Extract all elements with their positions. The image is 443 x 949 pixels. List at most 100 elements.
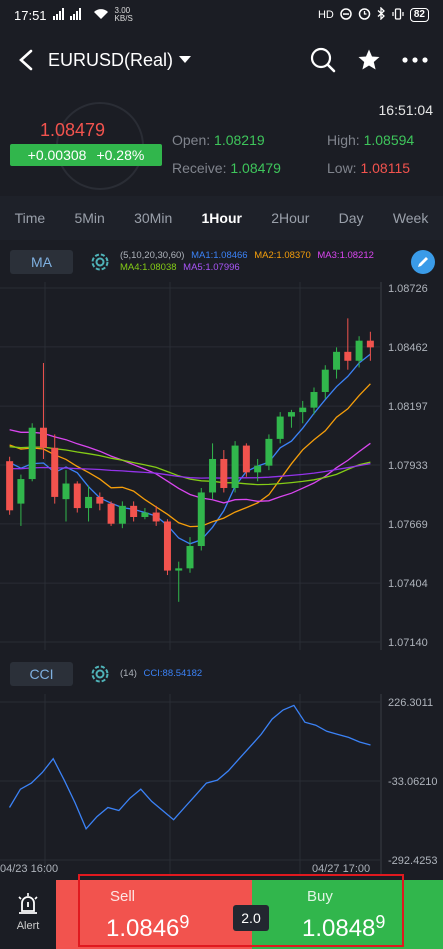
- alert-label: Alert: [16, 919, 40, 932]
- favorite-button[interactable]: [351, 42, 387, 78]
- candle-body: [39, 427, 47, 448]
- low-label: Low:: [327, 160, 357, 176]
- search-button[interactable]: [305, 42, 341, 78]
- tab-30min[interactable]: 30Min: [134, 210, 173, 226]
- cci-line: [8, 704, 371, 830]
- buy-price: 1.08489: [302, 912, 385, 943]
- cci-chart[interactable]: 226.3011 -33.06210 -292.4253 04/23 16:00 04/…: [0, 694, 443, 874]
- buy-button[interactable]: Buy 1.08489: [252, 880, 443, 949]
- candle-body: [163, 521, 171, 571]
- candle-body: [62, 483, 70, 500]
- candle-body: [17, 479, 25, 504]
- candle-body: [85, 496, 93, 509]
- quote-time: 16:51:04: [378, 102, 434, 118]
- open-value: 1.08219: [214, 132, 265, 148]
- ma-values: (5,10,20,30,60) MA1:1.08466 MA2:1.08370 …: [120, 250, 378, 274]
- cci-settings-button[interactable]: [86, 660, 114, 688]
- tab-1hour[interactable]: 1Hour: [201, 210, 242, 226]
- sell-button[interactable]: Sell 1.08469: [56, 880, 252, 949]
- low-value: 1.08115: [360, 160, 411, 176]
- candle: [355, 336, 363, 368]
- candle-body: [130, 505, 138, 518]
- candle: [51, 434, 59, 504]
- cci-button[interactable]: CCI: [10, 662, 73, 686]
- candle: [310, 387, 318, 415]
- candle-body: [355, 340, 363, 361]
- cci-indicator-bar: CCI (14) CCI:88.54182: [0, 654, 443, 694]
- ma-params: (5,10,20,30,60): [120, 250, 185, 261]
- x-tick-label: 04/27 17:00: [312, 863, 370, 874]
- candle: [321, 365, 329, 399]
- candle: [62, 470, 70, 522]
- tab-time[interactable]: Time: [14, 210, 46, 226]
- symbol-selector[interactable]: EURUSD(Real): [48, 49, 192, 71]
- y-tick-label: 1.08726: [388, 283, 428, 295]
- tab-5min[interactable]: 5Min: [74, 210, 105, 226]
- bluetooth-icon: [377, 6, 386, 23]
- candle-body: [209, 458, 217, 493]
- candle: [152, 505, 160, 526]
- candle-body: [321, 369, 329, 393]
- ma-settings-button[interactable]: [86, 248, 114, 276]
- candle: [85, 485, 93, 522]
- more-button[interactable]: [397, 42, 433, 78]
- caret-down-icon: [179, 56, 192, 63]
- buy-label: Buy: [307, 888, 333, 905]
- status-bar: 17:51 3.00 KB/S HD 82: [0, 0, 443, 30]
- candlestick-chart[interactable]: 1.08726 1.08462 1.08197 1.07933 1.07669 1.074…: [0, 282, 443, 650]
- candle: [265, 434, 273, 471]
- candle-body: [141, 512, 149, 518]
- candle: [39, 362, 47, 459]
- back-button[interactable]: [4, 38, 48, 82]
- candle-body: [152, 512, 160, 522]
- back-arrow-icon: [19, 49, 33, 71]
- tab-2hour[interactable]: 2Hour: [271, 210, 310, 226]
- x-tick-label: 04/23 16:00: [0, 863, 58, 874]
- candle-body: [242, 445, 250, 473]
- ma2-line: [9, 383, 371, 528]
- trade-bar: Alert Sell 1.08469 Buy 1.08489: [0, 874, 443, 949]
- draw-button[interactable]: [411, 250, 435, 274]
- candle-body: [254, 465, 262, 473]
- candle-body: [107, 503, 115, 524]
- ma3-line: [9, 429, 371, 504]
- price-change-percent: +0.28%: [96, 147, 145, 163]
- receive-label: Receive:: [172, 160, 227, 176]
- price-change: +0.00308: [27, 147, 87, 163]
- sell-price-pip: 9: [179, 912, 190, 932]
- candle-body: [220, 458, 228, 488]
- net-speed: 3.00 KB/S: [114, 6, 133, 23]
- candle-body: [333, 351, 341, 370]
- cci-y-tick-label: 226.3011: [388, 697, 433, 709]
- candle-body: [276, 416, 284, 439]
- candle-body: [186, 546, 194, 569]
- ma-button[interactable]: MA: [10, 250, 73, 274]
- hd-icon: HD: [317, 9, 334, 21]
- cci-background: [0, 694, 443, 874]
- y-tick-label: 1.07933: [388, 460, 428, 472]
- y-tick-label: 1.08197: [388, 401, 428, 413]
- candle: [6, 456, 14, 515]
- alert-button[interactable]: Alert: [0, 874, 56, 949]
- candle-body: [175, 568, 183, 571]
- candle: [366, 331, 374, 361]
- candle: [231, 441, 239, 493]
- candle: [96, 492, 104, 511]
- star-icon: [358, 49, 380, 70]
- candle: [220, 450, 228, 493]
- ma1-value: MA1:1.08466: [191, 250, 248, 261]
- candle: [118, 501, 126, 529]
- symbol-name: EURUSD(Real): [48, 49, 174, 70]
- candle: [175, 561, 183, 602]
- candle: [276, 412, 284, 444]
- candle: [197, 487, 205, 551]
- tab-day[interactable]: Day: [338, 210, 364, 226]
- candle-body: [299, 407, 307, 413]
- vibrate-icon: [392, 7, 404, 23]
- candle-body: [231, 445, 239, 488]
- candle: [73, 481, 81, 513]
- tab-week[interactable]: Week: [392, 210, 429, 226]
- sell-label: Sell: [110, 888, 136, 905]
- candle-body: [118, 505, 126, 524]
- more-dots-icon: [402, 57, 428, 63]
